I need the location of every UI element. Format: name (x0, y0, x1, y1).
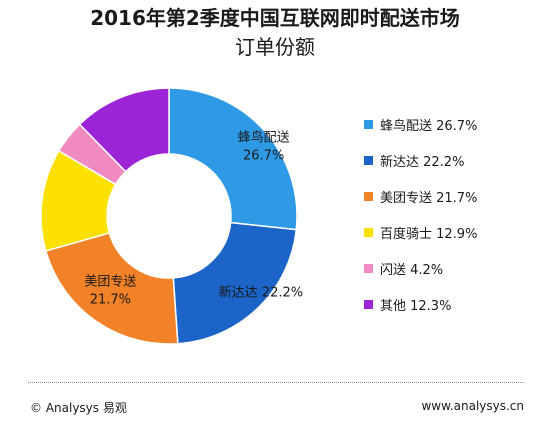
legend-label: 闪送 4.2% (380, 262, 444, 278)
donut-slice-5 (78, 87, 170, 173)
chart-title-line-1: 2016年第2季度中国互联网即时配送市场 (90, 6, 460, 30)
chart-title: 2016年第2季度中国互联网即时配送市场 订单份额 (0, 4, 550, 62)
legend-swatch (364, 299, 373, 309)
legend-item-1: 新达达 22.2% (364, 142, 477, 178)
legend-item-3: 百度骑士 12.9% (364, 214, 477, 250)
data-label-2: 美团专送 21.7% (84, 275, 136, 308)
chart-title-line-2: 订单份额 (235, 35, 315, 59)
legend-item-0: 蜂鸟配送 26.7% (364, 106, 477, 142)
website-link[interactable]: www.analysys.cn (421, 399, 524, 413)
data-label-0: 蜂鸟配送 26.7% (238, 130, 290, 164)
donut-slice-1 (172, 221, 298, 345)
legend-label: 其他 12.3% (380, 298, 452, 314)
legend-item-4: 闪送 4.2% (364, 250, 477, 286)
legend: 蜂鸟配送 26.7% 新达达 22.2% 美团专送 21.7% 百度骑士 12.… (364, 106, 477, 322)
copyright-text: © Analysys 易观 (30, 401, 127, 415)
data-label-1: 新达达 22.2% (219, 284, 303, 300)
legend-swatch (364, 191, 373, 201)
legend-label: 蜂鸟配送 26.7% (380, 118, 478, 134)
legend-swatch (364, 155, 373, 165)
legend-item-5: 其他 12.3% (364, 286, 477, 322)
footer-divider (28, 382, 523, 383)
donut-slice-2 (44, 231, 179, 345)
legend-label: 美团专送 21.7% (380, 190, 478, 206)
legend-swatch (364, 227, 373, 237)
legend-label: 新达达 22.2% (380, 154, 465, 170)
legend-swatch (364, 263, 373, 273)
donut-slice-0 (168, 87, 298, 231)
legend-item-2: 美团专送 21.7% (364, 178, 477, 214)
legend-swatch (364, 119, 373, 129)
legend-label: 百度骑士 12.9% (380, 226, 478, 242)
